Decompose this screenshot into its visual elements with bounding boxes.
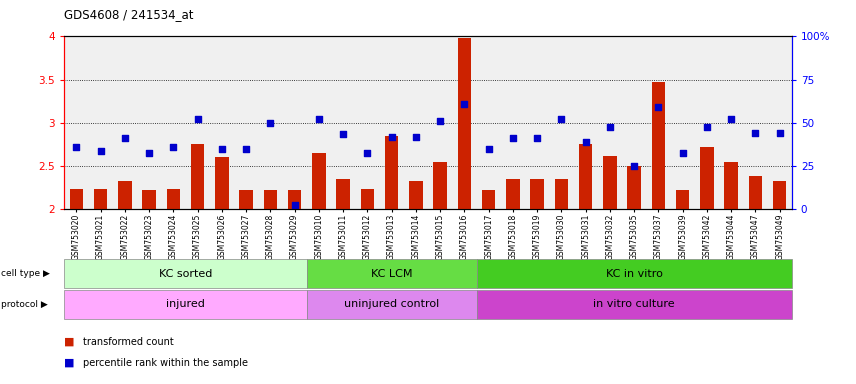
Point xyxy=(700,124,714,130)
Bar xyxy=(167,189,180,209)
Text: KC LCM: KC LCM xyxy=(371,268,413,279)
Bar xyxy=(531,179,544,209)
Bar xyxy=(627,166,641,209)
Point xyxy=(627,163,641,169)
Point xyxy=(724,116,738,122)
Point xyxy=(579,139,592,145)
Bar xyxy=(724,162,738,209)
Bar xyxy=(676,190,689,209)
Point xyxy=(239,146,253,152)
Bar xyxy=(264,190,277,209)
Bar xyxy=(700,147,714,209)
Bar xyxy=(306,259,477,288)
Bar xyxy=(94,189,107,209)
Text: injured: injured xyxy=(166,299,205,310)
Bar xyxy=(306,290,477,319)
Point xyxy=(360,150,374,156)
Point xyxy=(191,116,205,122)
Point xyxy=(312,116,325,122)
Text: cell type ▶: cell type ▶ xyxy=(1,269,50,278)
Bar xyxy=(651,82,665,209)
Point xyxy=(409,134,423,140)
Text: ■: ■ xyxy=(64,337,74,347)
Bar xyxy=(64,259,306,288)
Bar xyxy=(458,38,471,209)
Bar xyxy=(312,153,325,209)
Point xyxy=(118,136,132,142)
Point xyxy=(482,146,496,152)
Point xyxy=(288,202,301,208)
Text: GDS4608 / 241534_at: GDS4608 / 241534_at xyxy=(64,8,193,21)
Bar xyxy=(191,144,205,209)
Bar xyxy=(288,190,301,209)
Bar xyxy=(336,179,350,209)
Point xyxy=(93,147,108,154)
Bar xyxy=(749,177,762,209)
Bar xyxy=(477,259,792,288)
Point xyxy=(433,118,447,124)
Point xyxy=(555,116,568,122)
Point xyxy=(748,130,762,136)
Point xyxy=(457,101,471,107)
Point xyxy=(69,144,83,150)
Point xyxy=(530,136,544,142)
Point xyxy=(603,124,616,130)
Point xyxy=(384,134,398,140)
Bar xyxy=(773,181,787,209)
Bar xyxy=(603,156,616,209)
Text: ■: ■ xyxy=(64,358,74,368)
Bar xyxy=(215,157,229,209)
Text: transformed count: transformed count xyxy=(83,337,174,347)
Bar xyxy=(385,136,398,209)
Point xyxy=(675,150,689,156)
Bar xyxy=(433,162,447,209)
Bar xyxy=(69,189,83,209)
Text: protocol ▶: protocol ▶ xyxy=(1,300,48,309)
Point xyxy=(166,144,180,150)
Text: KC in vitro: KC in vitro xyxy=(606,268,663,279)
Bar xyxy=(482,190,496,209)
Bar xyxy=(579,144,592,209)
Point xyxy=(651,104,665,111)
Bar xyxy=(506,179,520,209)
Bar xyxy=(555,179,568,209)
Bar xyxy=(240,190,253,209)
Bar xyxy=(477,290,792,319)
Point xyxy=(773,130,787,136)
Point xyxy=(336,131,350,137)
Bar xyxy=(360,189,374,209)
Text: in vitro culture: in vitro culture xyxy=(593,299,675,310)
Bar xyxy=(409,181,423,209)
Point xyxy=(142,150,156,156)
Point xyxy=(215,146,229,152)
Bar xyxy=(64,290,306,319)
Text: percentile rank within the sample: percentile rank within the sample xyxy=(83,358,248,368)
Point xyxy=(506,136,520,142)
Text: uninjured control: uninjured control xyxy=(344,299,439,310)
Text: KC sorted: KC sorted xyxy=(158,268,212,279)
Bar xyxy=(118,181,132,209)
Point xyxy=(264,120,277,126)
Bar xyxy=(142,190,156,209)
